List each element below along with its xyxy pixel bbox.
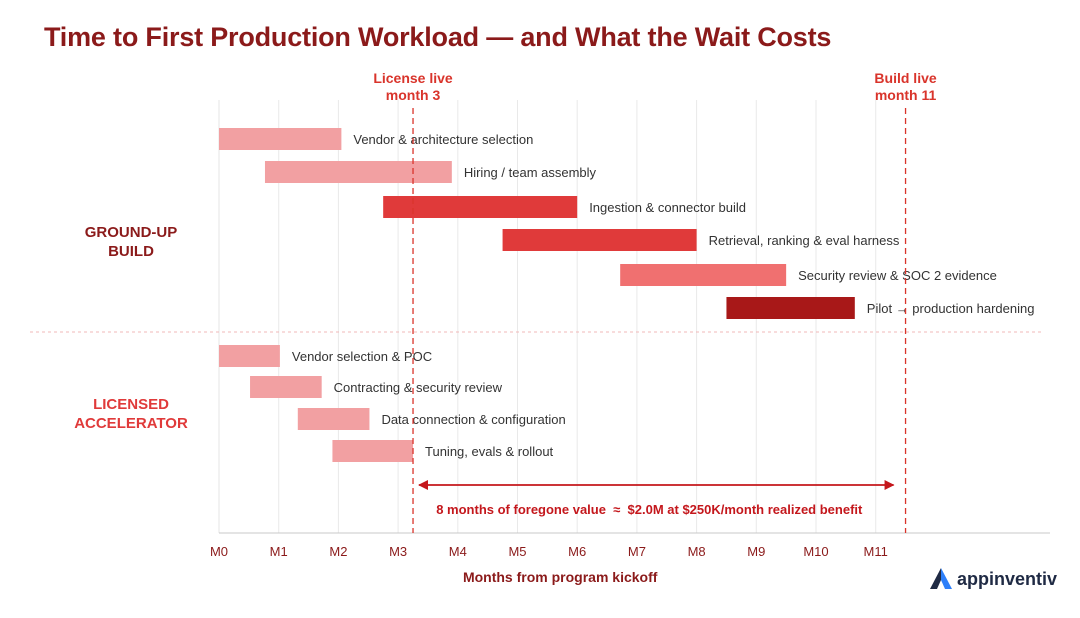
x-tick-label: M0 (210, 544, 228, 559)
milestone-label: month 3 (386, 87, 441, 103)
milestone-label: Build live (874, 70, 936, 86)
group-label: LICENSED (93, 396, 169, 413)
x-axis-title: Months from program kickoff (463, 569, 658, 585)
task-bar (219, 345, 280, 367)
task-bar (502, 229, 697, 251)
foregone-value-annotation: 8 months of foregone value ≈ $2.0M at $2… (436, 502, 863, 517)
task-bar (383, 196, 578, 218)
chart-title: Time to First Production Workload — and … (44, 22, 832, 52)
milestone-label: License live (373, 70, 453, 86)
brand-logo: appinventiv (928, 566, 1057, 592)
x-tick-label: M10 (803, 544, 828, 559)
x-tick-label: M4 (449, 544, 467, 559)
task-bar (219, 128, 342, 150)
x-tick-label: M1 (270, 544, 288, 559)
x-tick-label: M5 (508, 544, 526, 559)
task-bar (250, 376, 322, 398)
group-label: ACCELERATOR (74, 415, 188, 432)
task-label: Data connection & configuration (381, 412, 565, 427)
x-tick-label: M3 (389, 544, 407, 559)
triangle-logo-icon (930, 568, 952, 589)
task-label: Tuning, evals & rollout (425, 444, 554, 459)
brand-name: appinventiv (957, 568, 1058, 589)
task-label: Security review & SOC 2 evidence (798, 268, 997, 283)
x-tick-label: M2 (329, 544, 347, 559)
milestone-label: month 11 (875, 87, 937, 103)
group-label: BUILD (108, 243, 154, 260)
task-bar (332, 440, 414, 462)
task-label: Retrieval, ranking & eval harness (709, 233, 900, 248)
group-label: GROUND-UP (85, 224, 178, 241)
x-tick-label: M7 (628, 544, 646, 559)
task-label: Vendor & architecture selection (353, 132, 533, 147)
task-label: Vendor selection & POC (292, 349, 432, 364)
task-label: Contracting & security review (334, 380, 503, 395)
x-tick-label: M11 (864, 544, 888, 559)
task-label: Ingestion & connector build (589, 200, 746, 215)
x-tick-label: M8 (688, 544, 706, 559)
task-bar (726, 297, 855, 319)
task-bar (620, 264, 787, 286)
task-label: Hiring / team assembly (464, 165, 597, 180)
task-label: Pilot → production hardening (867, 301, 1035, 316)
x-tick-label: M9 (747, 544, 765, 559)
x-tick-label: M6 (568, 544, 586, 559)
task-bar (264, 161, 452, 183)
task-bar (297, 408, 370, 430)
